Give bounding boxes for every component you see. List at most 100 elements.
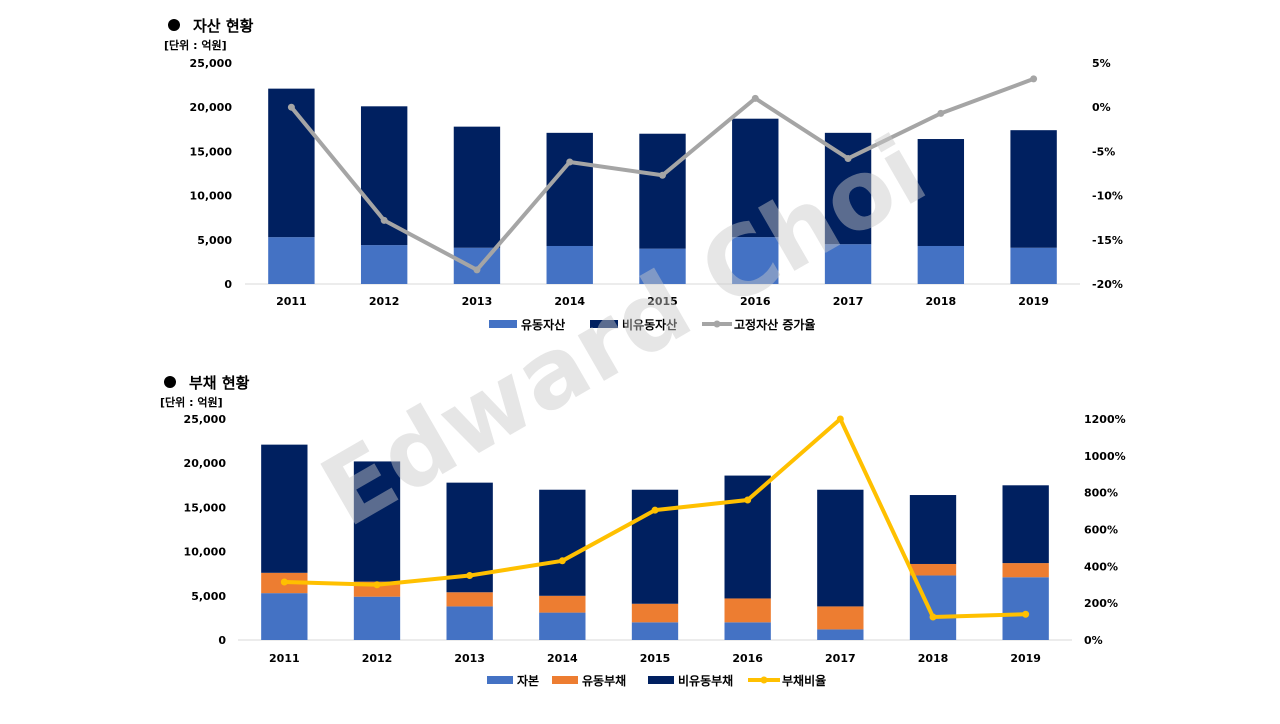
bar-비유동자산: [917, 139, 965, 246]
bar-유동부채: [1002, 563, 1049, 578]
legend-label: 유동자산: [521, 317, 565, 332]
y-tick-label-right: -10%: [1092, 190, 1123, 203]
bar-비유동자산: [360, 106, 408, 246]
title-bullet-icon: [168, 19, 180, 31]
y-tick-label-left: 5,000: [191, 590, 226, 603]
legend-swatch: [489, 320, 517, 328]
bar-비유동자산: [732, 118, 779, 238]
legend-swatch: [590, 320, 618, 328]
y-tick-label-left: 10,000: [190, 190, 233, 203]
y-tick-label-right: -5%: [1092, 145, 1115, 158]
x-tick-label: 2012: [362, 652, 393, 665]
bar-유동부채: [909, 563, 957, 576]
y-tick-label-left: 5,000: [197, 234, 232, 247]
bar-자본: [631, 622, 679, 640]
bar-자본: [539, 612, 586, 640]
y-tick-label-right: -20%: [1092, 278, 1123, 291]
title-bullet-icon: [164, 376, 176, 388]
y-tick-label-right: 400%: [1084, 560, 1118, 573]
y-tick-label-right: 0%: [1092, 101, 1111, 114]
y-tick-label-right: 800%: [1084, 487, 1118, 500]
point-고정자산 증가율: [287, 103, 295, 111]
bar-비유동자산: [268, 88, 315, 238]
y-tick-label-left: 0: [218, 634, 226, 647]
bar-비유동자산: [639, 133, 686, 249]
y-tick-label-right: 1200%: [1084, 413, 1126, 426]
y-tick-label-right: 200%: [1084, 597, 1118, 610]
x-tick-label: 2016: [732, 652, 763, 665]
point-부채비율: [651, 506, 659, 514]
x-tick-label: 2018: [918, 652, 949, 665]
bar-유동자산: [360, 245, 408, 284]
bar-자본: [261, 593, 308, 640]
bar-자본: [1002, 577, 1049, 640]
x-tick-label: 2011: [276, 295, 307, 308]
x-tick-label: 2014: [554, 295, 585, 308]
bar-비유동부채: [539, 489, 586, 596]
legend-label: 비유동자산: [622, 317, 677, 332]
point-고정자산 증가율: [659, 171, 666, 179]
point-고정자산 증가율: [844, 154, 852, 162]
x-tick-label: 2013: [462, 295, 493, 308]
chart1-title: 자산 현황: [193, 17, 254, 35]
x-tick-label: 2019: [1018, 295, 1049, 308]
x-tick-label: 2012: [369, 295, 400, 308]
y-tick-label-left: 20,000: [184, 457, 227, 470]
chart1-plot: 0 5,000 10,000 15,000 20,000 25,000 -20% -15% -1…: [190, 57, 1123, 332]
x-tick-label: 2015: [647, 295, 678, 308]
legend-swatch: [487, 676, 513, 684]
legend-label: 고정자산 증가율: [734, 317, 815, 332]
chart1-unit: [단위 : 억원]: [164, 38, 227, 52]
point-부채비율: [836, 415, 844, 423]
y-tick-label-left: 10,000: [184, 546, 227, 559]
bar-비유동부채: [817, 489, 864, 607]
bar-유동자산: [824, 244, 872, 284]
bar-자본: [817, 629, 864, 640]
bar-유동부채: [817, 606, 864, 630]
legend-label: 자본: [517, 673, 539, 688]
legend-swatch: [648, 676, 674, 684]
point-고정자산 증가율: [566, 158, 574, 166]
bar-유동자산: [917, 245, 965, 284]
bar-유동자산: [546, 245, 593, 284]
y-tick-label-right: -15%: [1092, 234, 1123, 247]
bar-비유동자산: [1010, 130, 1057, 248]
legend-label: 유동부채: [582, 673, 626, 688]
bar-유동부채: [539, 595, 586, 613]
x-tick-label: 2019: [1010, 652, 1041, 665]
bar-유동자산: [268, 237, 315, 284]
bar-유동부채: [631, 603, 679, 623]
x-tick-label: 2016: [740, 295, 771, 308]
point-부채비율: [1022, 610, 1030, 618]
bar-비유동부채: [261, 444, 308, 573]
y-tick-label-left: 25,000: [190, 57, 233, 70]
chart2-title: 부채 현황: [189, 374, 250, 392]
bar-비유동부채: [1002, 485, 1049, 564]
bar-비유동부채: [724, 475, 771, 599]
bar-자본: [724, 622, 771, 640]
point-고정자산 증가율: [751, 94, 759, 102]
y-tick-label-left: 0: [224, 278, 232, 291]
y-tick-label-right: 600%: [1084, 524, 1118, 537]
point-부채비율: [558, 557, 566, 565]
y-tick-label-left: 20,000: [190, 101, 233, 114]
legend-marker: [760, 676, 768, 684]
y-tick-label-right: 1000%: [1084, 450, 1126, 463]
x-tick-label: 2014: [547, 652, 578, 665]
legend-label: 비유동부채: [678, 673, 733, 688]
x-tick-label: 2017: [833, 295, 864, 308]
bar-비유동자산: [546, 132, 593, 246]
bar-자본: [446, 606, 493, 640]
chart2-plot: 0 5,000 10,000 15,000 20,000 25,000 0% 200% 400%…: [184, 413, 1126, 688]
y-tick-label-right: 5%: [1092, 57, 1111, 70]
y-tick-label-left: 25,000: [184, 413, 227, 426]
point-고정자산 증가율: [937, 109, 945, 117]
point-부채비율: [280, 578, 288, 586]
point-부채비율: [466, 572, 474, 580]
bar-비유동부채: [353, 461, 401, 582]
point-고정자산 증가율: [473, 266, 481, 274]
bar-비유동부채: [909, 495, 957, 564]
point-고정자산 증가율: [1030, 75, 1038, 83]
